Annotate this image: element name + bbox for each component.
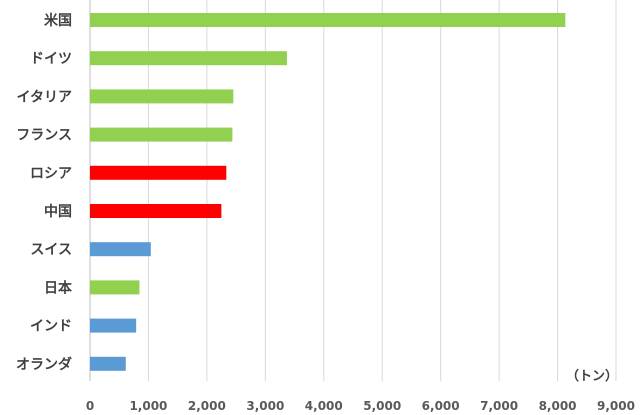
x-tick-label: 8,000 (539, 399, 577, 413)
bar (90, 51, 287, 66)
bar (90, 165, 227, 180)
category-label: ドイツ (30, 51, 72, 67)
category-label: 米国 (44, 12, 72, 29)
bar (90, 89, 234, 104)
bar (90, 318, 137, 333)
x-tick-label: 5,000 (363, 399, 401, 413)
unit-label: （トン） (566, 369, 619, 384)
x-tick-label: 7,000 (480, 399, 518, 413)
bars (90, 13, 566, 371)
bar (90, 13, 566, 27)
category-label: イタリア (17, 89, 72, 105)
x-tick-label: 0 (86, 399, 94, 413)
category-label: インド (30, 319, 72, 335)
x-tick-label: 3,000 (246, 399, 284, 413)
bar (90, 356, 126, 371)
x-tick-label: 4,000 (305, 399, 343, 413)
category-label: ロシア (30, 166, 72, 182)
category-label: 中国 (44, 203, 72, 220)
x-tick-labels: 0 1,000 2,000 3,000 4,000 5,000 6,000 7,000 8,00… (86, 399, 635, 413)
x-tick-label: 2,000 (188, 399, 226, 413)
category-label: スイス (30, 242, 72, 258)
bar (90, 127, 233, 142)
x-tick-label: 1,000 (129, 399, 167, 413)
bar (90, 204, 222, 218)
bar (90, 242, 151, 257)
category-label: オランダ (16, 356, 72, 373)
x-tick-label: 9,000 (597, 399, 635, 413)
category-label: フランス (16, 128, 72, 144)
bar (90, 280, 140, 295)
x-tick-label: 6,000 (422, 399, 460, 413)
category-label: 日本 (44, 279, 73, 296)
